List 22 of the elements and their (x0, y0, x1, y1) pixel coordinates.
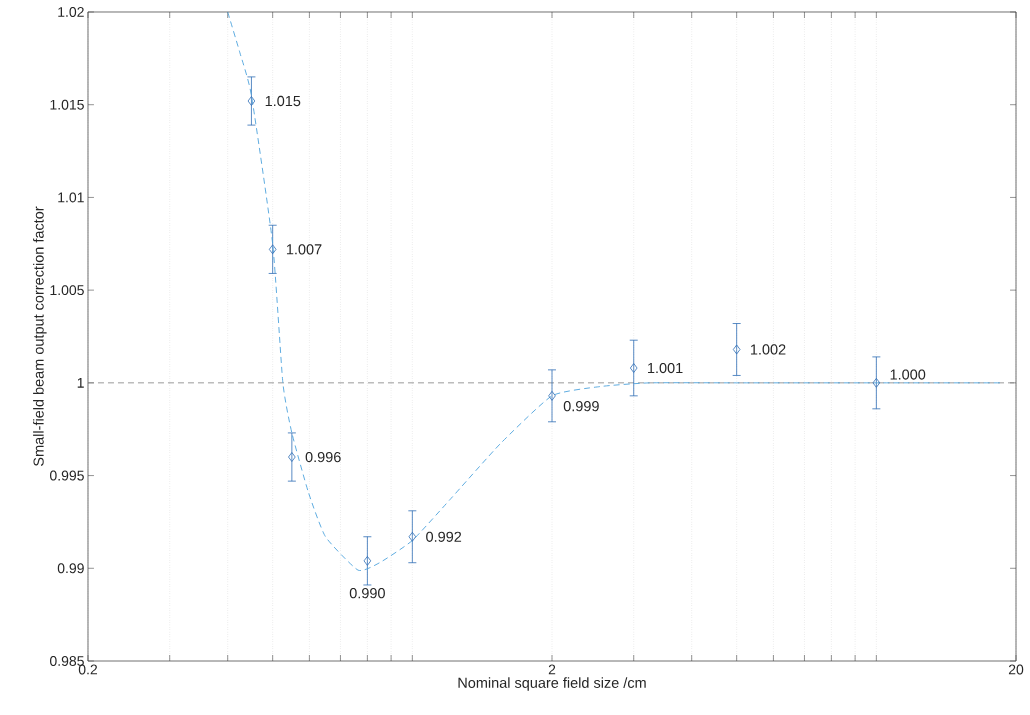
data-label: 1.001 (648, 362, 683, 374)
y-tick-label: 0.985 (49, 656, 84, 666)
data-label: 1.007 (286, 244, 322, 255)
y-tick-label: 1.01 (58, 192, 84, 203)
x-axis-title: Nominal square field size /cm (458, 677, 646, 691)
x-tick-label: 0.2 (78, 664, 98, 675)
y-tick-label: 0.995 (49, 470, 84, 481)
y-tick-label: 0.99 (57, 563, 84, 574)
data-label: 0.999 (563, 401, 599, 412)
data-label: 1.015 (265, 95, 301, 107)
x-tick-label: 20 (1008, 664, 1024, 675)
data-label: 0.996 (305, 451, 341, 463)
y-axis-title: Small-field beam output correction factor (33, 206, 47, 466)
data-label: 0.990 (349, 588, 385, 599)
data-label: 0.992 (426, 531, 462, 542)
y-tick-label: 1 (77, 378, 84, 388)
y-tick-label: 1.015 (50, 99, 84, 110)
data-label: 1.002 (750, 344, 786, 355)
data-label: 1.000 (890, 369, 926, 380)
x-tick-label: 2 (548, 664, 556, 675)
y-tick-label: 1.02 (58, 7, 84, 17)
y-tick-label: 1.005 (50, 285, 84, 296)
